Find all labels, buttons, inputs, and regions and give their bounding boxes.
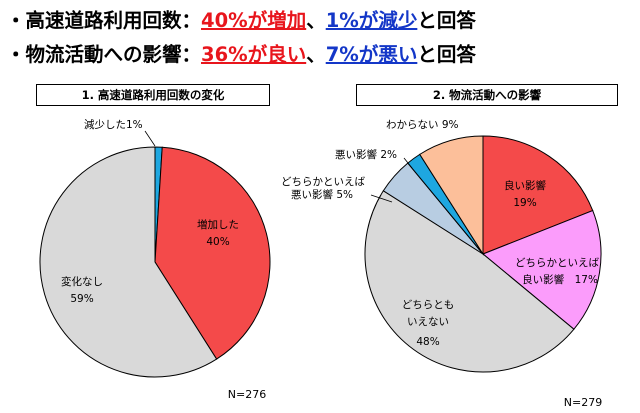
- headline-logistics-sep: 、: [306, 43, 326, 66]
- chart1-slice-2: [39, 146, 218, 378]
- headline-logistics-good: 36%が良い: [201, 43, 307, 66]
- chart1-value-1: 40%: [206, 236, 229, 248]
- chart1-slice-1: [154, 146, 271, 360]
- chart2-value-0: 19%: [513, 197, 536, 209]
- chart1-label-1: 増加した: [197, 218, 239, 231]
- chart1-leader-0: [144, 130, 156, 147]
- chart2-slice-1: [482, 209, 602, 330]
- chart1-title: 1. 高速道路利用回数の変化: [36, 84, 270, 106]
- headline-usage-suffix: と回答: [417, 9, 476, 32]
- headline-usage: ・高速道路利用回数：40%が増加、1%が減少と回答: [6, 4, 476, 33]
- chart1-label-0: 減少した1%: [84, 118, 143, 131]
- chart2-leader-3: [370, 194, 393, 203]
- headline-logistics-bad: 7%が悪い: [325, 43, 418, 66]
- chart2-label-2b: いえない: [407, 316, 449, 328]
- chart2-label-2a: どちらとも: [402, 299, 455, 311]
- chart1-label-2: 変化なし: [61, 275, 103, 288]
- headline-usage-decrease: 1%が減少: [325, 9, 418, 32]
- chart2-label-3a: どちらかといえば: [281, 176, 365, 188]
- headline-logistics-prefix: ・物流活動への影響：: [6, 43, 202, 66]
- chart1-value-2: 59%: [70, 293, 93, 305]
- chart2-label-0: 良い影響: [504, 179, 546, 192]
- chart2-label-1b: 良い影響 17%: [522, 273, 598, 286]
- chart1-n-note: N=276: [228, 388, 266, 401]
- headline-usage-increase: 40%が増加: [201, 9, 307, 32]
- chart2-slice-2: [364, 190, 575, 373]
- headline-usage-sep: 、: [306, 9, 326, 32]
- headline-logistics: ・物流活動への影響：36%が良い、7%が悪いと回答: [6, 38, 476, 67]
- chart2-value-2: 48%: [416, 336, 439, 348]
- chart2-label-1a: どちらかといえば: [515, 257, 599, 269]
- chart2-label-4: 悪い影響 2%: [335, 148, 397, 161]
- chart2-label-3b: 悪い影響 5%: [291, 188, 353, 201]
- chart2-leader-4: [403, 157, 413, 169]
- chart2-n-note: N=279: [564, 396, 602, 409]
- chart2-label-5: わからない 9%: [386, 119, 459, 131]
- chart2-slice-5: [419, 135, 484, 256]
- chart2-slice-0: [482, 135, 594, 255]
- headline-logistics-suffix: と回答: [417, 43, 476, 66]
- chart2-title: 2. 物流活動への影響: [356, 84, 618, 106]
- headline-usage-prefix: ・高速道路利用回数：: [6, 9, 202, 32]
